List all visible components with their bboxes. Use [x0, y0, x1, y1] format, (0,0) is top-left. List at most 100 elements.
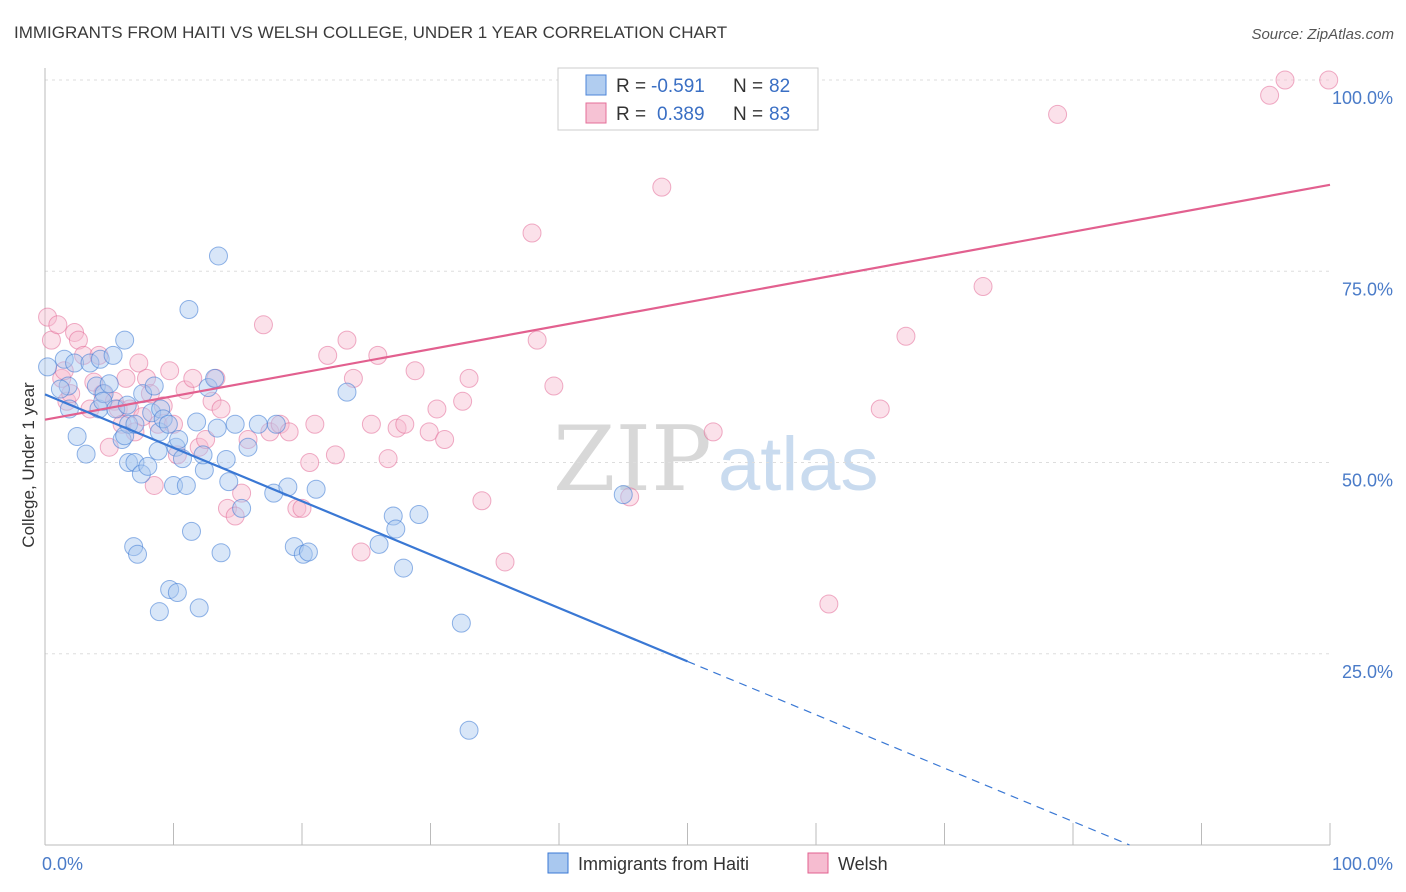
- welsh-point-28: [153, 396, 173, 416]
- welsh-point-33: [183, 368, 203, 388]
- welsh-point-22: [129, 353, 149, 373]
- series-haiti-points: [38, 246, 633, 740]
- legend-r-label-2: R =: [616, 104, 646, 125]
- bottom-legend-haiti: Immigrants from Haiti: [578, 854, 749, 874]
- welsh-point-76: [870, 399, 890, 419]
- haiti-point-62: [248, 414, 268, 434]
- series-welsh-points: [38, 70, 1339, 614]
- welsh-point-77: [896, 326, 916, 346]
- trend-lines: [44, 183, 1331, 846]
- bottom-legend: Immigrants from Haiti Welsh: [547, 852, 888, 874]
- haiti-point-45: [176, 475, 196, 495]
- welsh-point-40: [225, 506, 245, 526]
- haiti-point-13: [90, 349, 110, 369]
- welsh-point-44: [260, 422, 280, 442]
- haiti-point-38: [158, 414, 178, 434]
- legend-r-label-1: R =: [616, 76, 646, 97]
- welsh-point-70: [527, 330, 547, 350]
- haiti-point-53: [205, 368, 225, 388]
- haiti-point-73: [386, 519, 406, 539]
- legend-r-value-1: -0.591: [651, 76, 705, 97]
- haiti-point-6: [65, 353, 85, 373]
- welsh-point-75: [819, 594, 839, 614]
- welsh-point-39: [217, 498, 237, 518]
- haiti-point-71: [369, 534, 389, 554]
- welsh-point-65: [453, 391, 473, 411]
- welsh-point-60: [395, 414, 415, 434]
- haiti-point-15: [99, 374, 119, 394]
- legend-box: R = -0.591 N = 82 R = 0.389 N = 83: [557, 67, 819, 131]
- haiti-point-3: [58, 376, 78, 396]
- watermark: ZIP atlas: [553, 407, 879, 512]
- legend-swatch-pink: [585, 102, 607, 124]
- legend-n-value-2: 83: [769, 104, 790, 125]
- welsh-point-1: [38, 307, 58, 327]
- welsh-point-55: [351, 542, 371, 562]
- welsh-point-42: [238, 430, 258, 450]
- haiti-point-67: [293, 544, 313, 564]
- haiti-point-43: [167, 583, 187, 603]
- y-axis-label: College, Under 1 year: [19, 382, 38, 548]
- welsh-point-24: [137, 368, 157, 388]
- haiti-point-61: [238, 437, 258, 457]
- haiti-trend-line: [44, 393, 688, 663]
- haiti-point-70: [337, 382, 357, 402]
- welsh-point-51: [318, 345, 338, 365]
- welsh-point-35: [196, 430, 216, 450]
- haiti-point-56: [207, 418, 227, 438]
- haiti-point-48: [187, 412, 207, 432]
- welsh-point-82: [1319, 70, 1339, 90]
- welsh-point-9: [68, 330, 88, 350]
- y-tick-label-4: 100.0%: [1332, 88, 1393, 108]
- welsh-trend-line: [44, 183, 1331, 421]
- y-tick-label-2: 50.0%: [1342, 471, 1393, 491]
- haiti-point-64: [266, 414, 286, 434]
- legend-swatch-blue: [585, 74, 607, 96]
- welsh-point-3: [48, 315, 68, 335]
- x-tick-label-max: 100.0%: [1332, 854, 1393, 874]
- welsh-point-80: [1260, 85, 1280, 105]
- haiti-point-9: [80, 353, 100, 373]
- welsh-point-41: [232, 483, 252, 503]
- legend-n-label-2: N =: [733, 104, 763, 125]
- welsh-point-4: [52, 368, 72, 388]
- bottom-legend-swatch-welsh: [807, 852, 829, 874]
- welsh-point-56: [361, 414, 381, 434]
- watermark-atlas: atlas: [718, 422, 879, 507]
- welsh-point-43: [253, 315, 273, 335]
- welsh-point-68: [495, 552, 515, 572]
- haiti-point-74: [394, 558, 414, 578]
- haiti-point-1: [38, 357, 58, 377]
- welsh-point-67: [472, 491, 492, 511]
- bottom-legend-swatch-haiti: [547, 852, 569, 874]
- welsh-point-62: [419, 422, 439, 442]
- chart-title: IMMIGRANTS FROM HAITI VS WELSH COLLEGE, …: [14, 23, 727, 42]
- welsh-point-58: [378, 449, 398, 469]
- haiti-point-75: [409, 505, 429, 525]
- y-tick-label-3: 75.0%: [1342, 279, 1393, 299]
- haiti-point-59: [225, 414, 245, 434]
- haiti-point-39: [160, 579, 180, 599]
- haiti-point-27: [128, 544, 148, 564]
- haiti-point-26: [125, 453, 145, 472]
- legend-r-value-2: 0.389: [657, 104, 705, 125]
- haiti-point-4: [50, 379, 70, 399]
- haiti-point-55: [211, 543, 231, 563]
- haiti-point-12: [94, 384, 114, 404]
- legend-n-label-1: N =: [733, 76, 763, 97]
- welsh-point-38: [211, 399, 231, 419]
- haiti-point-8: [76, 444, 96, 464]
- welsh-point-69: [522, 223, 542, 243]
- source-label: Source: ZipAtlas.com: [1251, 26, 1394, 43]
- haiti-point-46: [179, 300, 199, 319]
- haiti-point-25: [125, 414, 145, 434]
- grid-lines: [45, 79, 1330, 655]
- welsh-point-64: [435, 430, 455, 450]
- haiti-point-20: [115, 330, 135, 350]
- welsh-point-53: [337, 330, 357, 350]
- haiti-point-76: [451, 613, 471, 633]
- welsh-point-79: [1048, 104, 1068, 124]
- welsh-point-57: [368, 345, 388, 365]
- welsh-point-49: [300, 453, 320, 472]
- haiti-point-7: [67, 426, 87, 446]
